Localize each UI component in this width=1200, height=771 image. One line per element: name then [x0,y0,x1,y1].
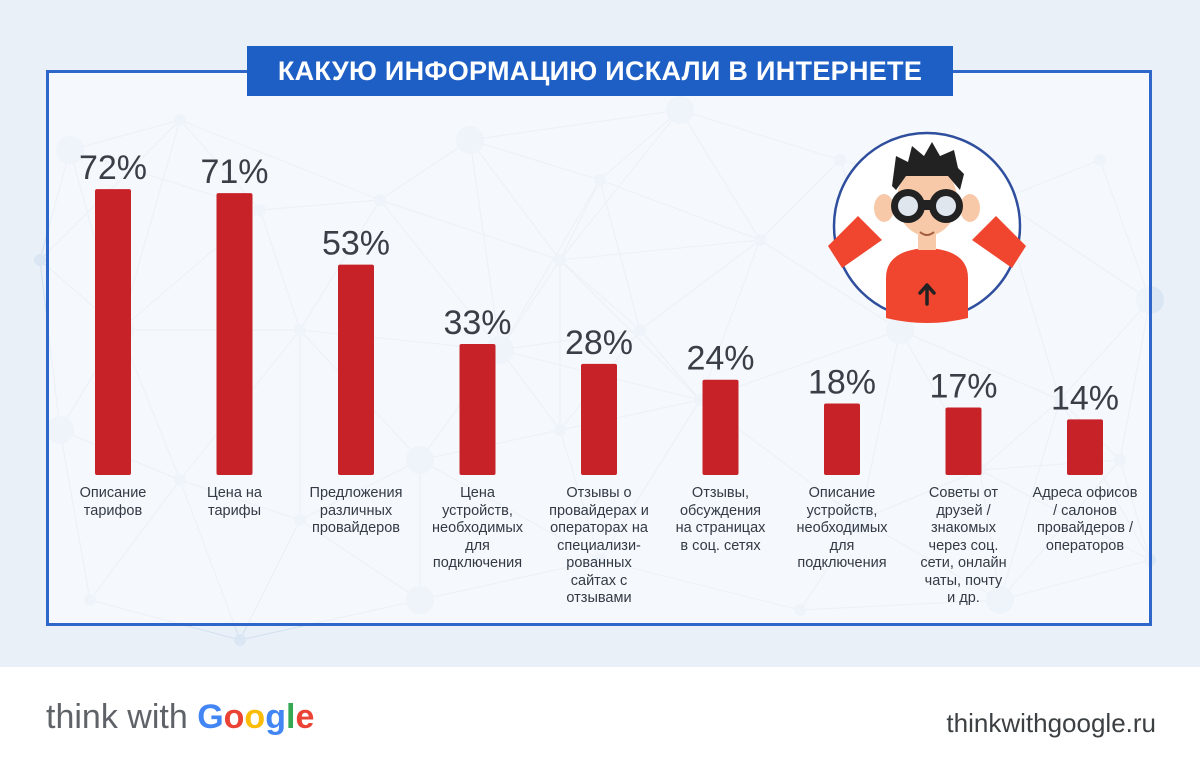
brand-google-letter: g [265,698,286,736]
brand-google-letter: o [244,698,266,736]
category-label-line: знакомых [931,520,996,536]
bar-value-label: 24% [686,340,754,378]
bar-value-label: 71% [200,153,268,191]
category-label-line: друзей / [936,502,991,519]
category-label-line: Отзывы, [691,485,750,501]
category-label-line: провайдеров [311,520,401,536]
category-label-line: тарифы [207,502,262,519]
category-label-line: Описание [79,485,147,501]
category-label-line: чаты, почту [924,572,1003,589]
brand-google-letter: G [197,698,224,736]
category-label: Предложения различных провайдеров [297,485,415,538]
category-label: Отзывы, обсуждения на страницах в соц. сетя… [662,485,780,555]
category-label: Адреса офисов / салонов провайдеров / опера… [1026,485,1144,555]
bar-value-label: 72% [79,149,147,187]
category-label-line: / салонов [1053,502,1117,519]
category-label-line: на страницах [675,520,766,536]
category-label-line: сайтах с [570,572,628,589]
category-label-line: Цена [460,485,495,501]
category-label-line: различных [319,502,393,519]
category-label: Советы от друзей / знакомых через соц. сети,… [905,485,1023,608]
bar-value-label: 33% [443,304,511,342]
website-link[interactable]: thinkwithgoogle.ru [946,708,1156,738]
bar [338,264,374,475]
category-label-line: и др. [947,590,980,606]
category-label-line: подключения [797,555,887,571]
bar-value-label: 14% [1051,379,1119,417]
bar [824,403,860,475]
category-label-line: операторов [1045,537,1125,554]
category-label-line: Описание [808,485,876,501]
category-label-line: Цена на [207,485,262,501]
bar-value-label: 28% [565,324,633,362]
bar-chart: 72% 71% 53% 33% 28% 24% 18% 17% 14% [79,149,1119,475]
brand-think-text: think with [46,698,198,736]
category-label-line: для [829,537,855,554]
bar-value-label: 17% [929,368,997,406]
chart-title: КАКУЮ ИНФОРМАЦИЮ ИСКАЛИ В ИНТЕРНЕТЕ [247,46,953,96]
bar [216,193,253,475]
bar [95,189,131,475]
person-with-binoculars-icon [828,131,1026,323]
category-label-line: подключения [432,555,523,571]
category-label-line: устройств, [442,502,513,519]
think-with-google-logo: think with Google [46,698,314,737]
category-label-line: обсуждения [679,502,762,519]
category-label-line: Адреса офисов [1032,485,1138,501]
category-label: Цена устройств, необходимых для подключения [419,485,537,573]
category-label: Цена на тарифы [176,485,294,520]
category-label: Описание устройств, необходимых для подключе… [783,485,901,573]
brand-google-letter: e [295,698,315,736]
category-label: Отзывы о провайдерах и операторах на специа… [540,485,658,608]
category-label-line: специализи- [557,537,641,554]
category-label-line: необходимых [432,520,523,536]
footer [0,667,1200,771]
category-label-line: сети, онлайн [920,555,1007,571]
category-label-line: через соц. [928,537,999,554]
bar-value-label: 18% [808,364,876,402]
category-label-line: устройств, [806,502,878,519]
bar [702,379,739,475]
bar-value-label: 53% [322,225,390,263]
category-label-line: операторах на [550,520,648,536]
bar [945,407,982,475]
category-label-line: Отзывы о [566,485,632,501]
bar [581,363,617,475]
category-label-line: рованных [566,555,632,571]
category-label: Описание тарифов [54,485,172,520]
brand-google-letter: l [285,698,296,736]
category-label-line: необходимых [796,520,888,536]
category-label-line: в соц. сетях [680,537,761,554]
network-node [234,634,246,646]
network-node [34,254,46,266]
category-label-line: провайдеров / [1036,520,1134,536]
category-label-line: для [465,537,490,554]
category-label-line: Советы от [928,485,999,501]
brand-google-letter: o [223,698,245,736]
category-label-line: Предложения [309,485,403,501]
bar [1067,419,1103,475]
bar [459,343,496,475]
category-label-line: отзывами [566,590,632,606]
category-label-line: провайдерах и [549,502,649,519]
chart-title-text: КАКУЮ ИНФОРМАЦИЮ ИСКАЛИ В ИНТЕРНЕТЕ [277,55,923,86]
category-label-line: тарифов [83,502,143,519]
